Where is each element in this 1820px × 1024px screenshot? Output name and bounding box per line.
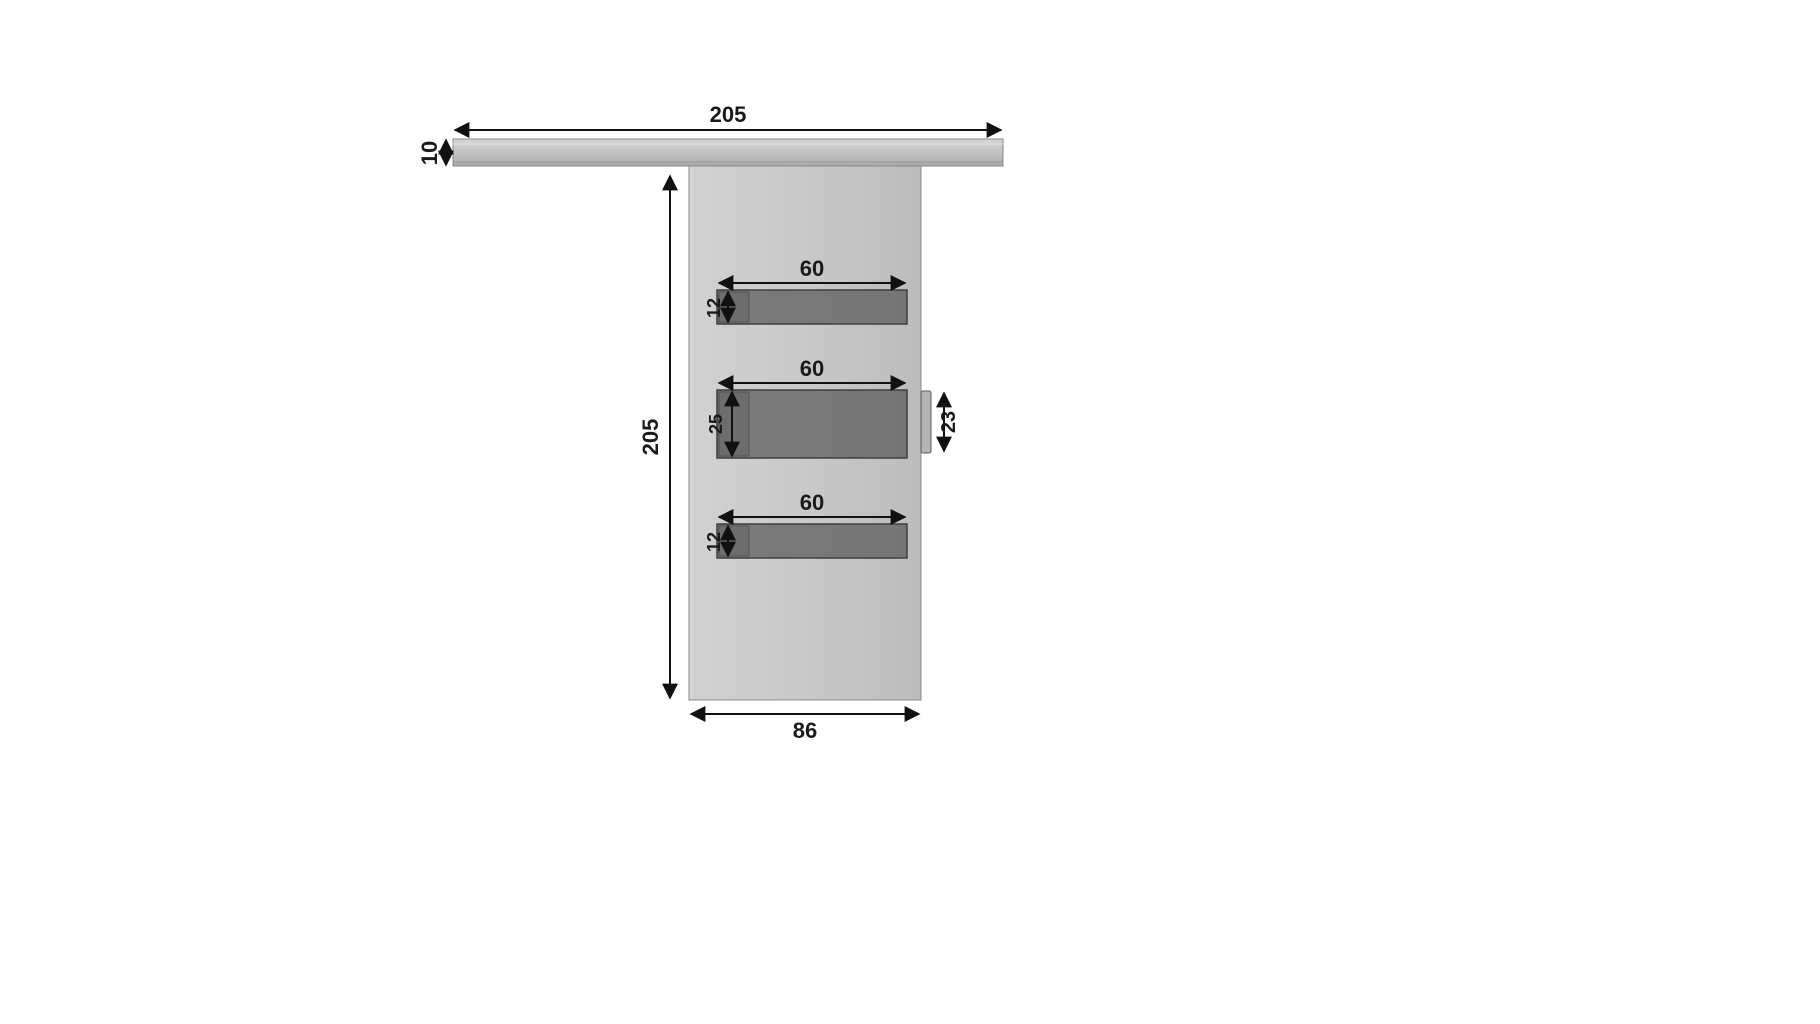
dim-handle-height: 23 — [938, 393, 960, 451]
dim-panel2-width-value: 60 — [800, 356, 824, 381]
dim-rail-width-value: 205 — [710, 102, 747, 127]
dim-door-height: 205 — [638, 176, 670, 698]
door-drawing-svg: 205 10 205 60 12 60 25 — [0, 0, 1820, 1024]
panel-middle — [717, 390, 907, 458]
dim-panel1-height-value: 12 — [704, 298, 724, 318]
top-rail — [453, 139, 1003, 166]
panel-bottom — [717, 524, 907, 558]
dim-panel2-height-value: 25 — [706, 414, 726, 434]
dim-door-height-value: 205 — [638, 419, 663, 456]
door-handle — [921, 391, 931, 453]
dim-rail-width: 205 — [455, 102, 1001, 130]
dim-panel3-width-value: 60 — [800, 490, 824, 515]
dim-panel3-height-value: 12 — [704, 532, 724, 552]
dim-rail-height-value: 10 — [417, 141, 442, 165]
dim-door-width-value: 86 — [793, 718, 817, 743]
drawing-canvas: 205 10 205 60 12 60 25 — [0, 0, 1820, 1024]
dim-panel1-width-value: 60 — [800, 256, 824, 281]
dim-door-width: 86 — [691, 714, 919, 743]
panel-top — [717, 290, 907, 324]
dim-handle-height-value: 23 — [938, 411, 960, 433]
dim-rail-height: 10 — [417, 140, 446, 165]
